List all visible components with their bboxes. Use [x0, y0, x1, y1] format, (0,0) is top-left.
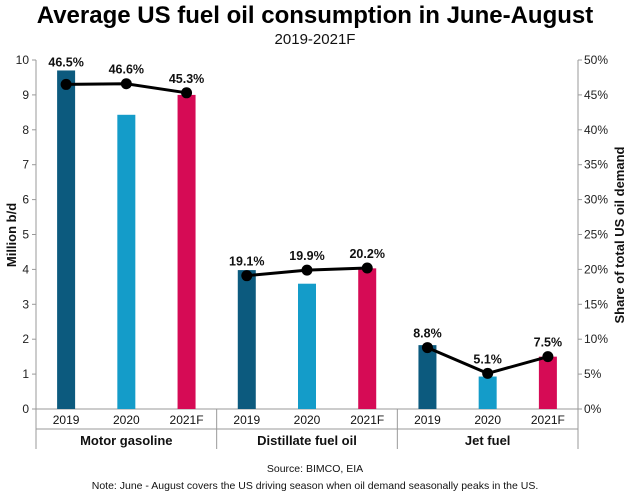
share-point: [482, 367, 494, 379]
share-data-label: 20.2%: [349, 247, 384, 261]
y2-tick-label: 30%: [584, 193, 608, 207]
y2-tick-label: 25%: [584, 228, 608, 242]
y2-tick-label: 20%: [584, 262, 608, 276]
y-tick-label: 3: [22, 297, 29, 311]
share-point: [542, 351, 554, 363]
share-point: [120, 78, 132, 90]
bar: [177, 94, 196, 410]
y-tick-label: 1: [22, 367, 29, 381]
y2-axis-label: Share of total US oil demand: [612, 146, 627, 323]
share-point: [301, 264, 313, 276]
share-point: [421, 342, 433, 354]
share-data-label: 46.5%: [48, 55, 83, 69]
y2-tick-label: 50%: [584, 53, 608, 67]
y-tick-label: 4: [22, 262, 29, 276]
share-point: [60, 78, 72, 90]
share-point: [241, 270, 253, 282]
share-data-label: 19.1%: [229, 255, 264, 269]
chart-subtitle: 2019-2021F: [275, 31, 356, 48]
y-tick-label: 9: [22, 88, 29, 102]
category-label: 2020: [294, 413, 321, 427]
y2-tick-label: 35%: [584, 158, 608, 172]
y-tick-label: 6: [22, 193, 29, 207]
share-data-label: 19.9%: [289, 249, 324, 263]
share-data-label: 45.3%: [169, 72, 204, 86]
category-label: 2021F: [350, 413, 384, 427]
y2-tick-label: 15%: [584, 297, 608, 311]
share-point: [361, 262, 373, 274]
y2-tick-label: 5%: [584, 367, 602, 381]
y2-tick-label: 40%: [584, 123, 608, 137]
category-label: 2019: [233, 413, 260, 427]
y-tick-label: 10: [16, 53, 30, 67]
y2-tick-label: 10%: [584, 332, 608, 346]
bar: [538, 356, 557, 409]
y2-tick-label: 45%: [584, 88, 608, 102]
bar: [57, 70, 76, 409]
share-data-label: 46.6%: [109, 63, 144, 77]
group-label: Motor gasoline: [80, 433, 172, 448]
category-label: 2019: [414, 413, 441, 427]
y2-tick-label: 0%: [584, 402, 602, 416]
category-label: 2021F: [531, 413, 565, 427]
y-tick-label: 7: [22, 158, 29, 172]
footnote: Note: June - August covers the US drivin…: [92, 480, 539, 492]
category-label: 2020: [113, 413, 140, 427]
bar: [117, 114, 136, 409]
y-tick-label: 0: [22, 402, 29, 416]
group-label: Jet fuel: [465, 433, 511, 448]
bar: [478, 376, 497, 409]
chart-title: Average US fuel oil consumption in June-…: [37, 2, 594, 29]
bar: [237, 270, 256, 409]
share-point: [181, 87, 193, 99]
category-label: 2021F: [170, 413, 204, 427]
source-note: Source: BIMCO, EIA: [267, 463, 363, 475]
share-data-label: 8.8%: [413, 327, 442, 341]
category-label: 2019: [53, 413, 80, 427]
category-label: 2020: [474, 413, 501, 427]
y-tick-label: 2: [22, 332, 29, 346]
share-data-label: 7.5%: [534, 336, 563, 350]
plot-area: 0 1 2 3 4 5 6 7 8 9 10 0% 5% 10% 15% 20% 25% 30% 35% 40% 45%…: [16, 53, 608, 449]
bar: [418, 345, 437, 409]
bar: [358, 268, 377, 409]
y-axis-label: Million b/d: [4, 203, 19, 267]
bar: [298, 283, 316, 409]
y-tick-label: 8: [22, 123, 29, 137]
share-data-label: 5.1%: [473, 352, 502, 366]
y-tick-label: 5: [22, 228, 29, 242]
group-label: Distillate fuel oil: [257, 433, 357, 448]
